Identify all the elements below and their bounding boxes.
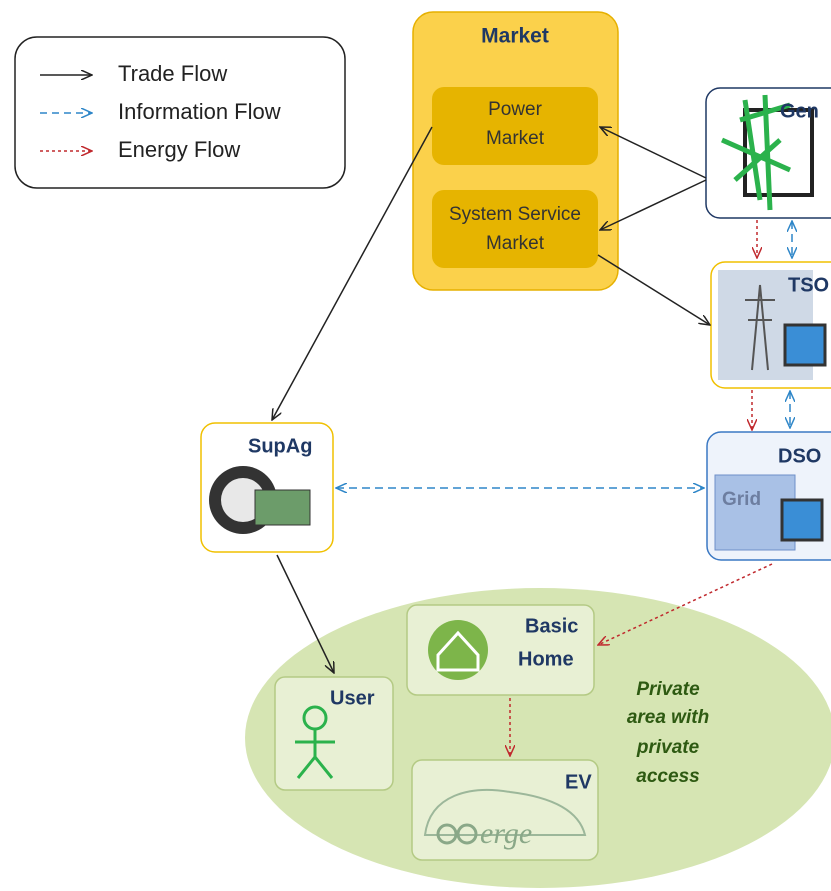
ev-label: EV: [565, 771, 592, 793]
power-market-label: Market: [486, 128, 545, 149]
basic-home-node: Basic Home: [406, 604, 595, 696]
grid-label: Grid: [722, 489, 761, 510]
ev-logo-text: erge: [480, 817, 532, 850]
user-label: User: [330, 687, 375, 709]
basic-home-label: Basic: [525, 615, 578, 637]
trade-flows: [272, 127, 710, 673]
tso-node: TSO: [710, 261, 831, 389]
ev-node: erge EV: [411, 759, 599, 861]
gen-node: Gen: [705, 87, 831, 219]
trade-arrow: [272, 126, 433, 420]
legend: Trade Flow Information Flow Energy Flow: [14, 36, 346, 189]
private-area-label: Private: [636, 679, 700, 700]
legend-label: Information Flow: [118, 99, 281, 124]
dso-label: DSO: [778, 445, 821, 467]
private-area-label: private: [636, 737, 700, 758]
ssm-label: Market: [486, 233, 545, 254]
trade-arrow: [276, 554, 334, 673]
user-node: User: [274, 676, 394, 791]
gen-label: Gen: [780, 100, 819, 122]
private-area-label: area with: [627, 707, 709, 728]
trade-arrow: [600, 179, 707, 230]
trade-arrow: [600, 127, 707, 179]
power-market-label: Power: [488, 99, 543, 120]
tso-label: TSO: [788, 274, 829, 296]
information-flows: [336, 221, 792, 488]
legend-label: Energy Flow: [118, 137, 240, 162]
system-service-market-box: [432, 190, 598, 268]
legend-label: Trade Flow: [118, 61, 227, 86]
power-market-box: [432, 87, 598, 165]
private-area-label: access: [636, 766, 699, 787]
ssm-label: System Service: [449, 204, 581, 225]
energy-flows: [510, 220, 773, 756]
private-area: [245, 588, 831, 888]
legend-box: [14, 36, 346, 189]
supag-label: SupAg: [248, 435, 312, 457]
energy-arrow: [598, 563, 773, 645]
supag-node: SupAg: [200, 422, 334, 553]
market-title: Market: [481, 25, 549, 48]
basic-home-label: Home: [518, 648, 574, 670]
dso-node: Grid DSO: [706, 431, 831, 561]
trade-arrow: [597, 254, 710, 325]
